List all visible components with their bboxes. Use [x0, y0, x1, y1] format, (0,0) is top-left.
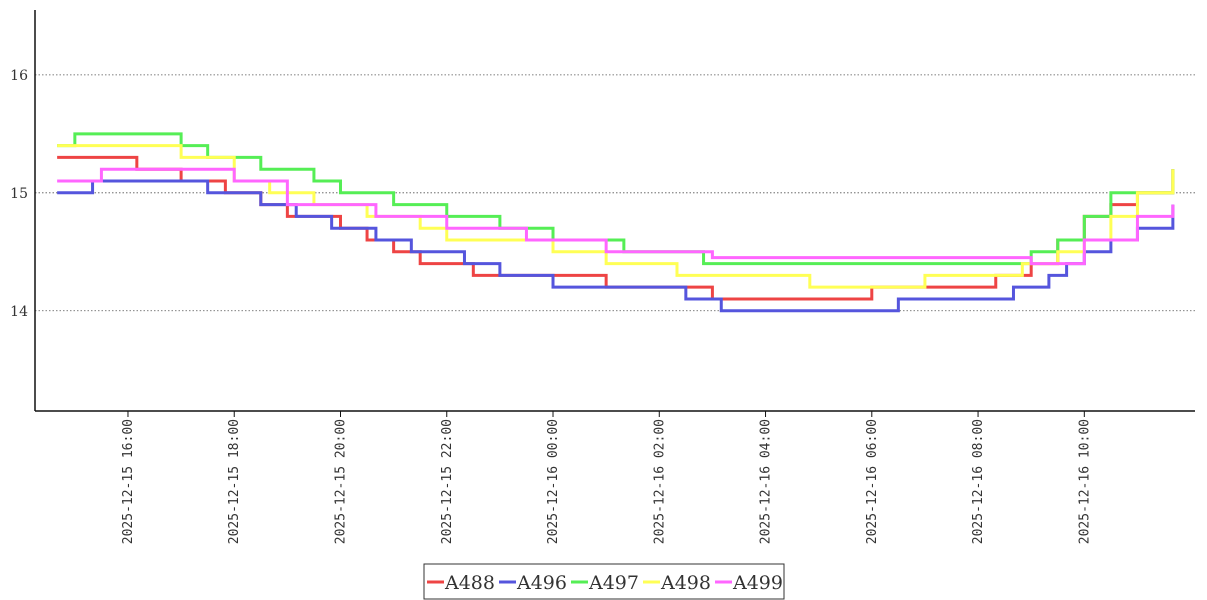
x-tick-label: 2025-12-15 18:00 — [227, 419, 242, 544]
x-tick-label: 2025-12-16 04:00 — [759, 419, 774, 544]
legend-label: A497 — [588, 572, 639, 594]
series-line-A496 — [57, 179, 1175, 313]
x-tick-label: 2025-12-16 02:00 — [652, 419, 667, 544]
data-series — [57, 132, 1175, 313]
y-tick-label: 14 — [10, 304, 28, 320]
x-tick-label: 2025-12-16 08:00 — [971, 419, 986, 544]
legend: A488 A496 A497 A498 A499 — [423, 563, 785, 600]
x-tick-label: 2025-12-16 00:00 — [546, 419, 561, 544]
y-axis-ticks: 14 15 16 — [10, 68, 28, 320]
x-tick-label: 2025-12-16 10:00 — [1077, 419, 1092, 544]
series-line-A499 — [57, 167, 1175, 266]
legend-label: A499 — [732, 572, 783, 594]
legend-label: A496 — [516, 572, 567, 594]
y-tick-label: 16 — [10, 68, 28, 84]
x-axis-ticks: 2025-12-15 16:00 2025-12-15 18:00 2025-12-… — [121, 411, 1092, 544]
chart-axes — [34, 10, 1195, 412]
y-tick-label: 15 — [10, 186, 28, 202]
x-tick-label: 2025-12-15 16:00 — [121, 419, 136, 544]
x-tick-label: 2025-12-16 06:00 — [865, 419, 880, 544]
series-line-A498 — [57, 144, 1175, 289]
legend-label: A488 — [444, 572, 495, 594]
series-line-A497 — [57, 132, 1175, 266]
legend-label: A498 — [660, 572, 711, 594]
series-line-A488 — [57, 155, 1175, 301]
x-tick-label: 2025-12-15 22:00 — [440, 419, 455, 544]
x-tick-label: 2025-12-15 20:00 — [333, 419, 348, 544]
